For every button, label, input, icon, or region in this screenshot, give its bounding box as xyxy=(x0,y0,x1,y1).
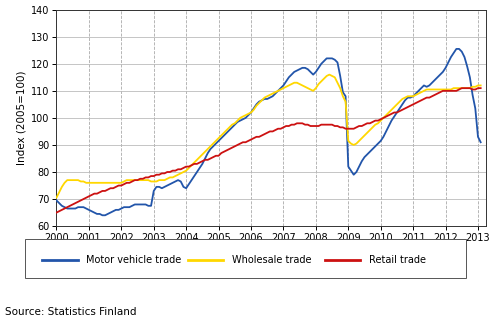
Text: Retail trade: Retail trade xyxy=(369,255,426,265)
Text: Wholesale trade: Wholesale trade xyxy=(232,255,312,265)
Text: Motor vehicle trade: Motor vehicle trade xyxy=(86,255,182,265)
Text: Source: Statistics Finland: Source: Statistics Finland xyxy=(5,307,136,317)
Y-axis label: Index (2005=100): Index (2005=100) xyxy=(17,71,27,165)
